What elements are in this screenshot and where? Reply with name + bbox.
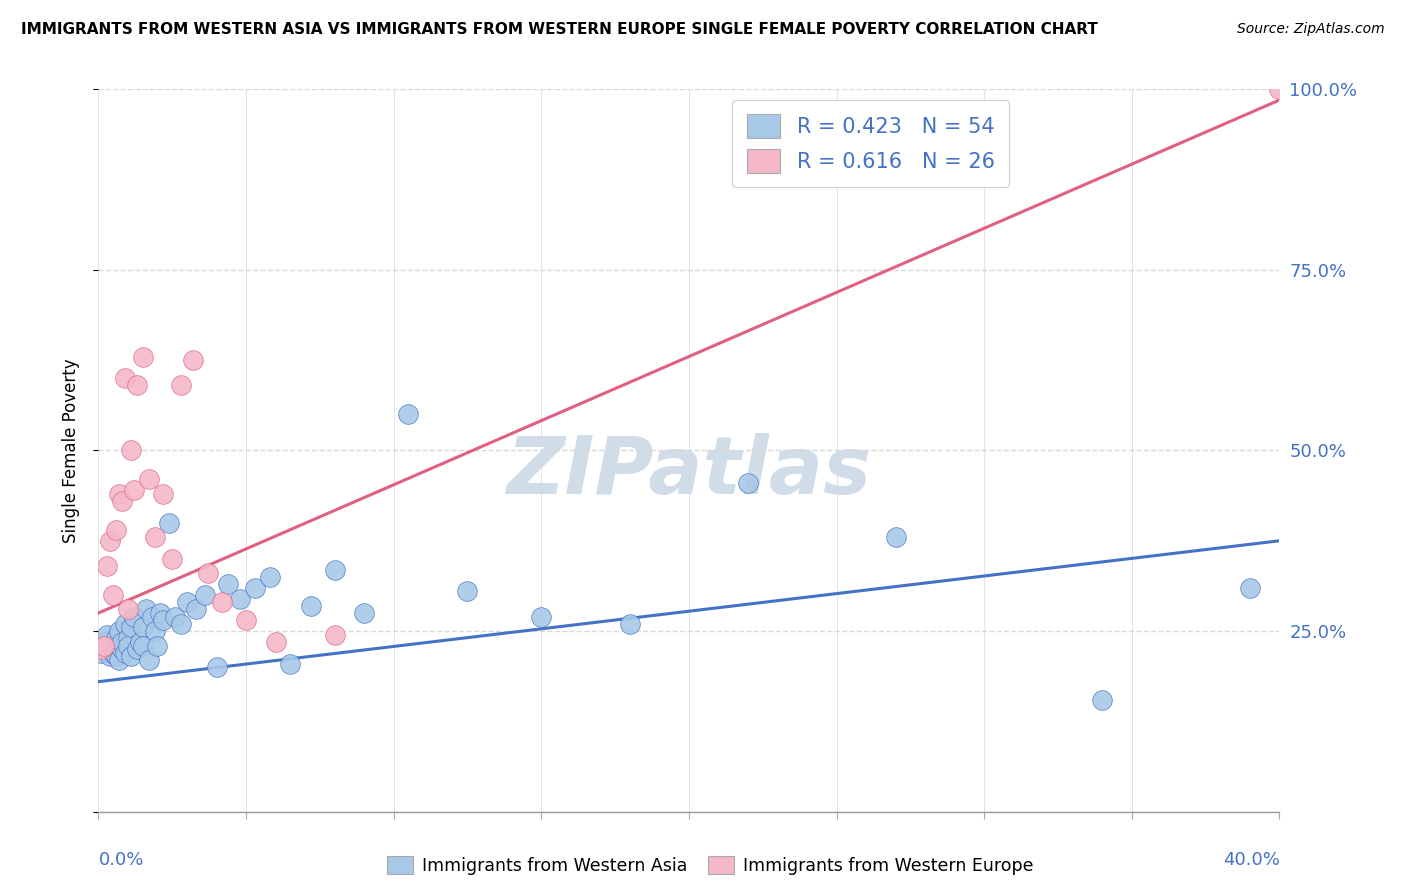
Legend: R = 0.423   N = 54, R = 0.616   N = 26: R = 0.423 N = 54, R = 0.616 N = 26 <box>733 100 1010 187</box>
Point <box>235 613 257 627</box>
Point <box>323 628 346 642</box>
Point <box>170 616 193 631</box>
Point <box>229 591 252 606</box>
Point <box>108 487 131 501</box>
Point <box>884 530 907 544</box>
Point <box>117 602 139 616</box>
Point <box>157 516 180 530</box>
Point <box>125 642 148 657</box>
Point <box>108 653 131 667</box>
Point <box>103 646 125 660</box>
Point <box>205 660 228 674</box>
Point <box>90 642 112 657</box>
Point <box>105 523 128 537</box>
Text: IMMIGRANTS FROM WESTERN ASIA VS IMMIGRANTS FROM WESTERN EUROPE SINGLE FEMALE POV: IMMIGRANTS FROM WESTERN ASIA VS IMMIGRAN… <box>21 22 1098 37</box>
Point <box>128 635 150 649</box>
Point <box>103 588 125 602</box>
Text: 0.0%: 0.0% <box>98 852 143 870</box>
Point <box>125 378 148 392</box>
Point <box>93 635 115 649</box>
Point <box>135 602 157 616</box>
Point <box>457 584 479 599</box>
Point <box>111 635 134 649</box>
Point <box>96 559 118 574</box>
Point <box>114 616 136 631</box>
Point <box>138 472 160 486</box>
Point <box>165 609 187 624</box>
Point <box>280 657 302 671</box>
Y-axis label: Single Female Poverty: Single Female Poverty <box>62 359 80 542</box>
Point <box>299 599 322 613</box>
Point <box>120 649 142 664</box>
Point <box>96 628 118 642</box>
Point <box>737 475 759 490</box>
Point <box>117 639 139 653</box>
Point <box>122 609 145 624</box>
Point <box>1091 692 1114 706</box>
Point <box>98 533 121 548</box>
Point <box>122 483 145 498</box>
Point <box>143 624 166 639</box>
Point <box>176 595 198 609</box>
Point <box>103 639 125 653</box>
Point <box>243 581 266 595</box>
Point <box>96 642 118 657</box>
Point <box>141 609 163 624</box>
Point <box>143 530 166 544</box>
Point <box>105 649 128 664</box>
Text: 40.0%: 40.0% <box>1223 852 1279 870</box>
Point <box>181 353 204 368</box>
Point <box>398 407 420 421</box>
Point <box>194 588 217 602</box>
Point <box>132 620 155 634</box>
Point <box>111 494 134 508</box>
Point <box>1239 581 1261 595</box>
Point <box>197 566 219 581</box>
Point <box>184 602 207 616</box>
Point <box>111 642 134 657</box>
Point <box>211 595 233 609</box>
Point <box>146 639 169 653</box>
Text: ZIPatlas: ZIPatlas <box>506 434 872 511</box>
Point <box>1268 82 1291 96</box>
Point <box>98 649 121 664</box>
Text: Source: ZipAtlas.com: Source: ZipAtlas.com <box>1237 22 1385 37</box>
Point <box>259 570 281 584</box>
Point <box>120 620 142 634</box>
Point <box>138 653 160 667</box>
Point <box>132 639 155 653</box>
Point <box>108 624 131 639</box>
Point <box>90 646 112 660</box>
Point <box>217 577 239 591</box>
Point <box>149 606 172 620</box>
Legend: Immigrants from Western Asia, Immigrants from Western Europe: Immigrants from Western Asia, Immigrants… <box>380 849 1040 881</box>
Point <box>152 613 174 627</box>
Point <box>117 632 139 646</box>
Point <box>162 551 183 566</box>
Point <box>353 606 375 620</box>
Point <box>120 443 142 458</box>
Point <box>105 632 128 646</box>
Point <box>323 563 346 577</box>
Point <box>152 487 174 501</box>
Point <box>114 646 136 660</box>
Point <box>170 378 193 392</box>
Point <box>93 639 115 653</box>
Point <box>132 350 155 364</box>
Point <box>619 616 641 631</box>
Point <box>264 635 287 649</box>
Point <box>114 371 136 385</box>
Point <box>530 609 553 624</box>
